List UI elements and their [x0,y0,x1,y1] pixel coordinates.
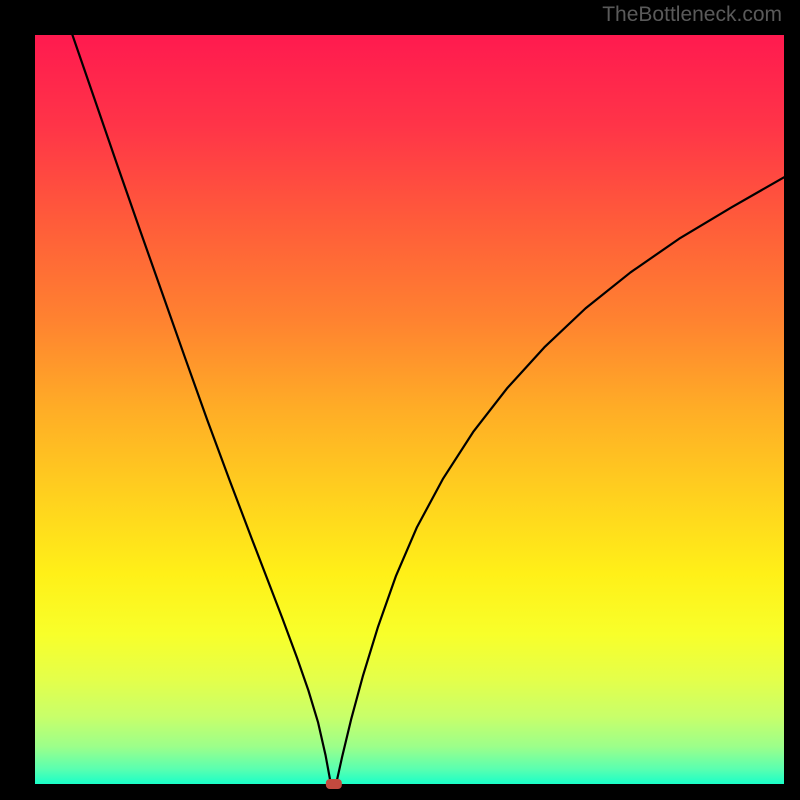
plot-background [35,35,784,784]
optimal-marker [326,779,342,789]
watermark-text: TheBottleneck.com [602,3,782,27]
chart-container: TheBottleneck.com [0,0,800,800]
bottleneck-chart [0,0,800,800]
